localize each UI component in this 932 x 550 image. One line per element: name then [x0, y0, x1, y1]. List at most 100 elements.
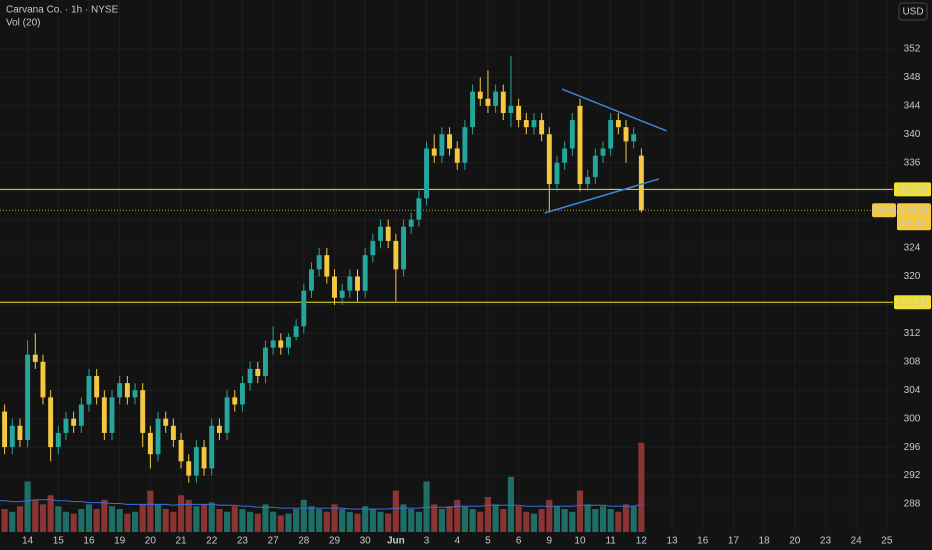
- candle-body: [585, 176, 591, 185]
- volume-bar: [523, 511, 530, 532]
- volume-bar: [500, 509, 507, 532]
- volume-bar: [400, 504, 407, 532]
- candle-body: [232, 397, 238, 405]
- candle-body: [485, 98, 491, 106]
- x-tick-label: 23: [820, 536, 832, 547]
- x-tick-label: 18: [759, 536, 771, 547]
- candle-body: [293, 326, 299, 337]
- volume-bar: [538, 509, 545, 532]
- volume-bar: [484, 497, 491, 532]
- volume-bar: [270, 511, 277, 532]
- volume-bar: [1, 509, 8, 532]
- x-tick-label: 23: [237, 536, 249, 547]
- candle-body: [615, 120, 621, 128]
- volume-bar: [354, 513, 361, 532]
- volume-bar: [316, 509, 323, 532]
- currency-label[interactable]: USD: [902, 7, 923, 18]
- y-tick-label: 340: [904, 129, 921, 140]
- volume-bar: [62, 511, 70, 532]
- candle-body: [416, 198, 422, 220]
- candle-body: [270, 340, 276, 348]
- volume-bar: [170, 511, 177, 532]
- volume-bar: [576, 490, 584, 532]
- volume-bar: [561, 509, 568, 532]
- volume-bar: [139, 504, 146, 532]
- trendline: [561, 88, 667, 132]
- candle-body: [239, 383, 245, 405]
- volume-bar: [9, 511, 16, 532]
- candle-body: [109, 397, 115, 433]
- candle-body: [2, 411, 8, 448]
- candle-body: [63, 418, 69, 433]
- volume-bar: [615, 511, 622, 532]
- volume-bar: [277, 515, 284, 532]
- volume-bar: [185, 499, 192, 532]
- volume-bar: [446, 506, 453, 532]
- candle-body: [124, 383, 130, 398]
- volume-bar: [308, 506, 315, 532]
- volume-bar: [231, 506, 238, 532]
- candle-body: [608, 120, 614, 149]
- candle-body: [32, 354, 38, 362]
- volume-bar: [599, 506, 607, 532]
- candle-body: [309, 269, 314, 291]
- candle-body: [546, 134, 552, 185]
- volume-bar: [423, 481, 430, 532]
- volume-bar: [101, 499, 108, 532]
- y-tick-label: 320: [904, 271, 921, 282]
- volume-bar: [247, 511, 254, 532]
- x-tick-label: 13: [666, 536, 678, 547]
- last-price-label: 329.31: [899, 205, 930, 216]
- x-tick-label: 28: [298, 536, 310, 547]
- y-tick-label: 324: [904, 243, 921, 254]
- candle-body: [132, 390, 138, 398]
- volume-bar: [293, 509, 300, 532]
- candle-body: [424, 148, 430, 199]
- candle-body: [347, 276, 353, 291]
- volume-bar: [124, 513, 131, 532]
- chart-title: Carvana Co. · 1h · NYSE: [6, 5, 119, 16]
- candle-body: [355, 276, 360, 291]
- volume-bar: [208, 502, 215, 532]
- x-tick-label: 24: [851, 536, 863, 547]
- candle-body: [17, 425, 23, 441]
- candle-body: [324, 255, 330, 277]
- x-tick-label: 3: [424, 536, 430, 547]
- volume-bar: [201, 504, 208, 532]
- candle-body: [40, 361, 46, 398]
- axes: 2882922963003043083123163203243283323363…: [22, 44, 931, 547]
- volume-bar: [622, 504, 630, 532]
- volume-bar: [369, 509, 376, 532]
- volume-bar: [461, 506, 468, 532]
- candle-body: [516, 105, 522, 121]
- volume-bar: [507, 476, 515, 532]
- y-tick-label: 308: [904, 356, 921, 367]
- candle-body: [186, 461, 192, 476]
- volume-bar: [262, 504, 269, 532]
- y-tick-label: 296: [904, 442, 921, 453]
- candle-body: [286, 336, 291, 348]
- trendline: [544, 178, 660, 214]
- x-tick-label: 11: [605, 536, 616, 547]
- candle-body: [523, 120, 529, 128]
- volume-bar: [607, 509, 614, 532]
- volume-bar: [362, 506, 369, 532]
- candle-body: [401, 226, 406, 270]
- candle-body: [393, 240, 399, 270]
- candle-body: [25, 354, 31, 441]
- x-tick-label: 5: [485, 536, 491, 547]
- price-label: 332.25: [897, 185, 928, 196]
- volume-bar: [70, 513, 77, 532]
- currency-button[interactable]: [898, 2, 928, 21]
- x-tick-label: 29: [329, 536, 341, 547]
- x-tick-label: 12: [636, 536, 648, 547]
- candle-body: [493, 91, 499, 106]
- price-label-box: [894, 295, 931, 310]
- price-label-box: [894, 182, 931, 197]
- x-tick-label: 21: [175, 536, 187, 547]
- volume-label: Vol (20): [6, 18, 40, 29]
- candle-body: [301, 290, 307, 327]
- volume-bar: [515, 506, 522, 532]
- x-tick-label: 17: [728, 536, 740, 547]
